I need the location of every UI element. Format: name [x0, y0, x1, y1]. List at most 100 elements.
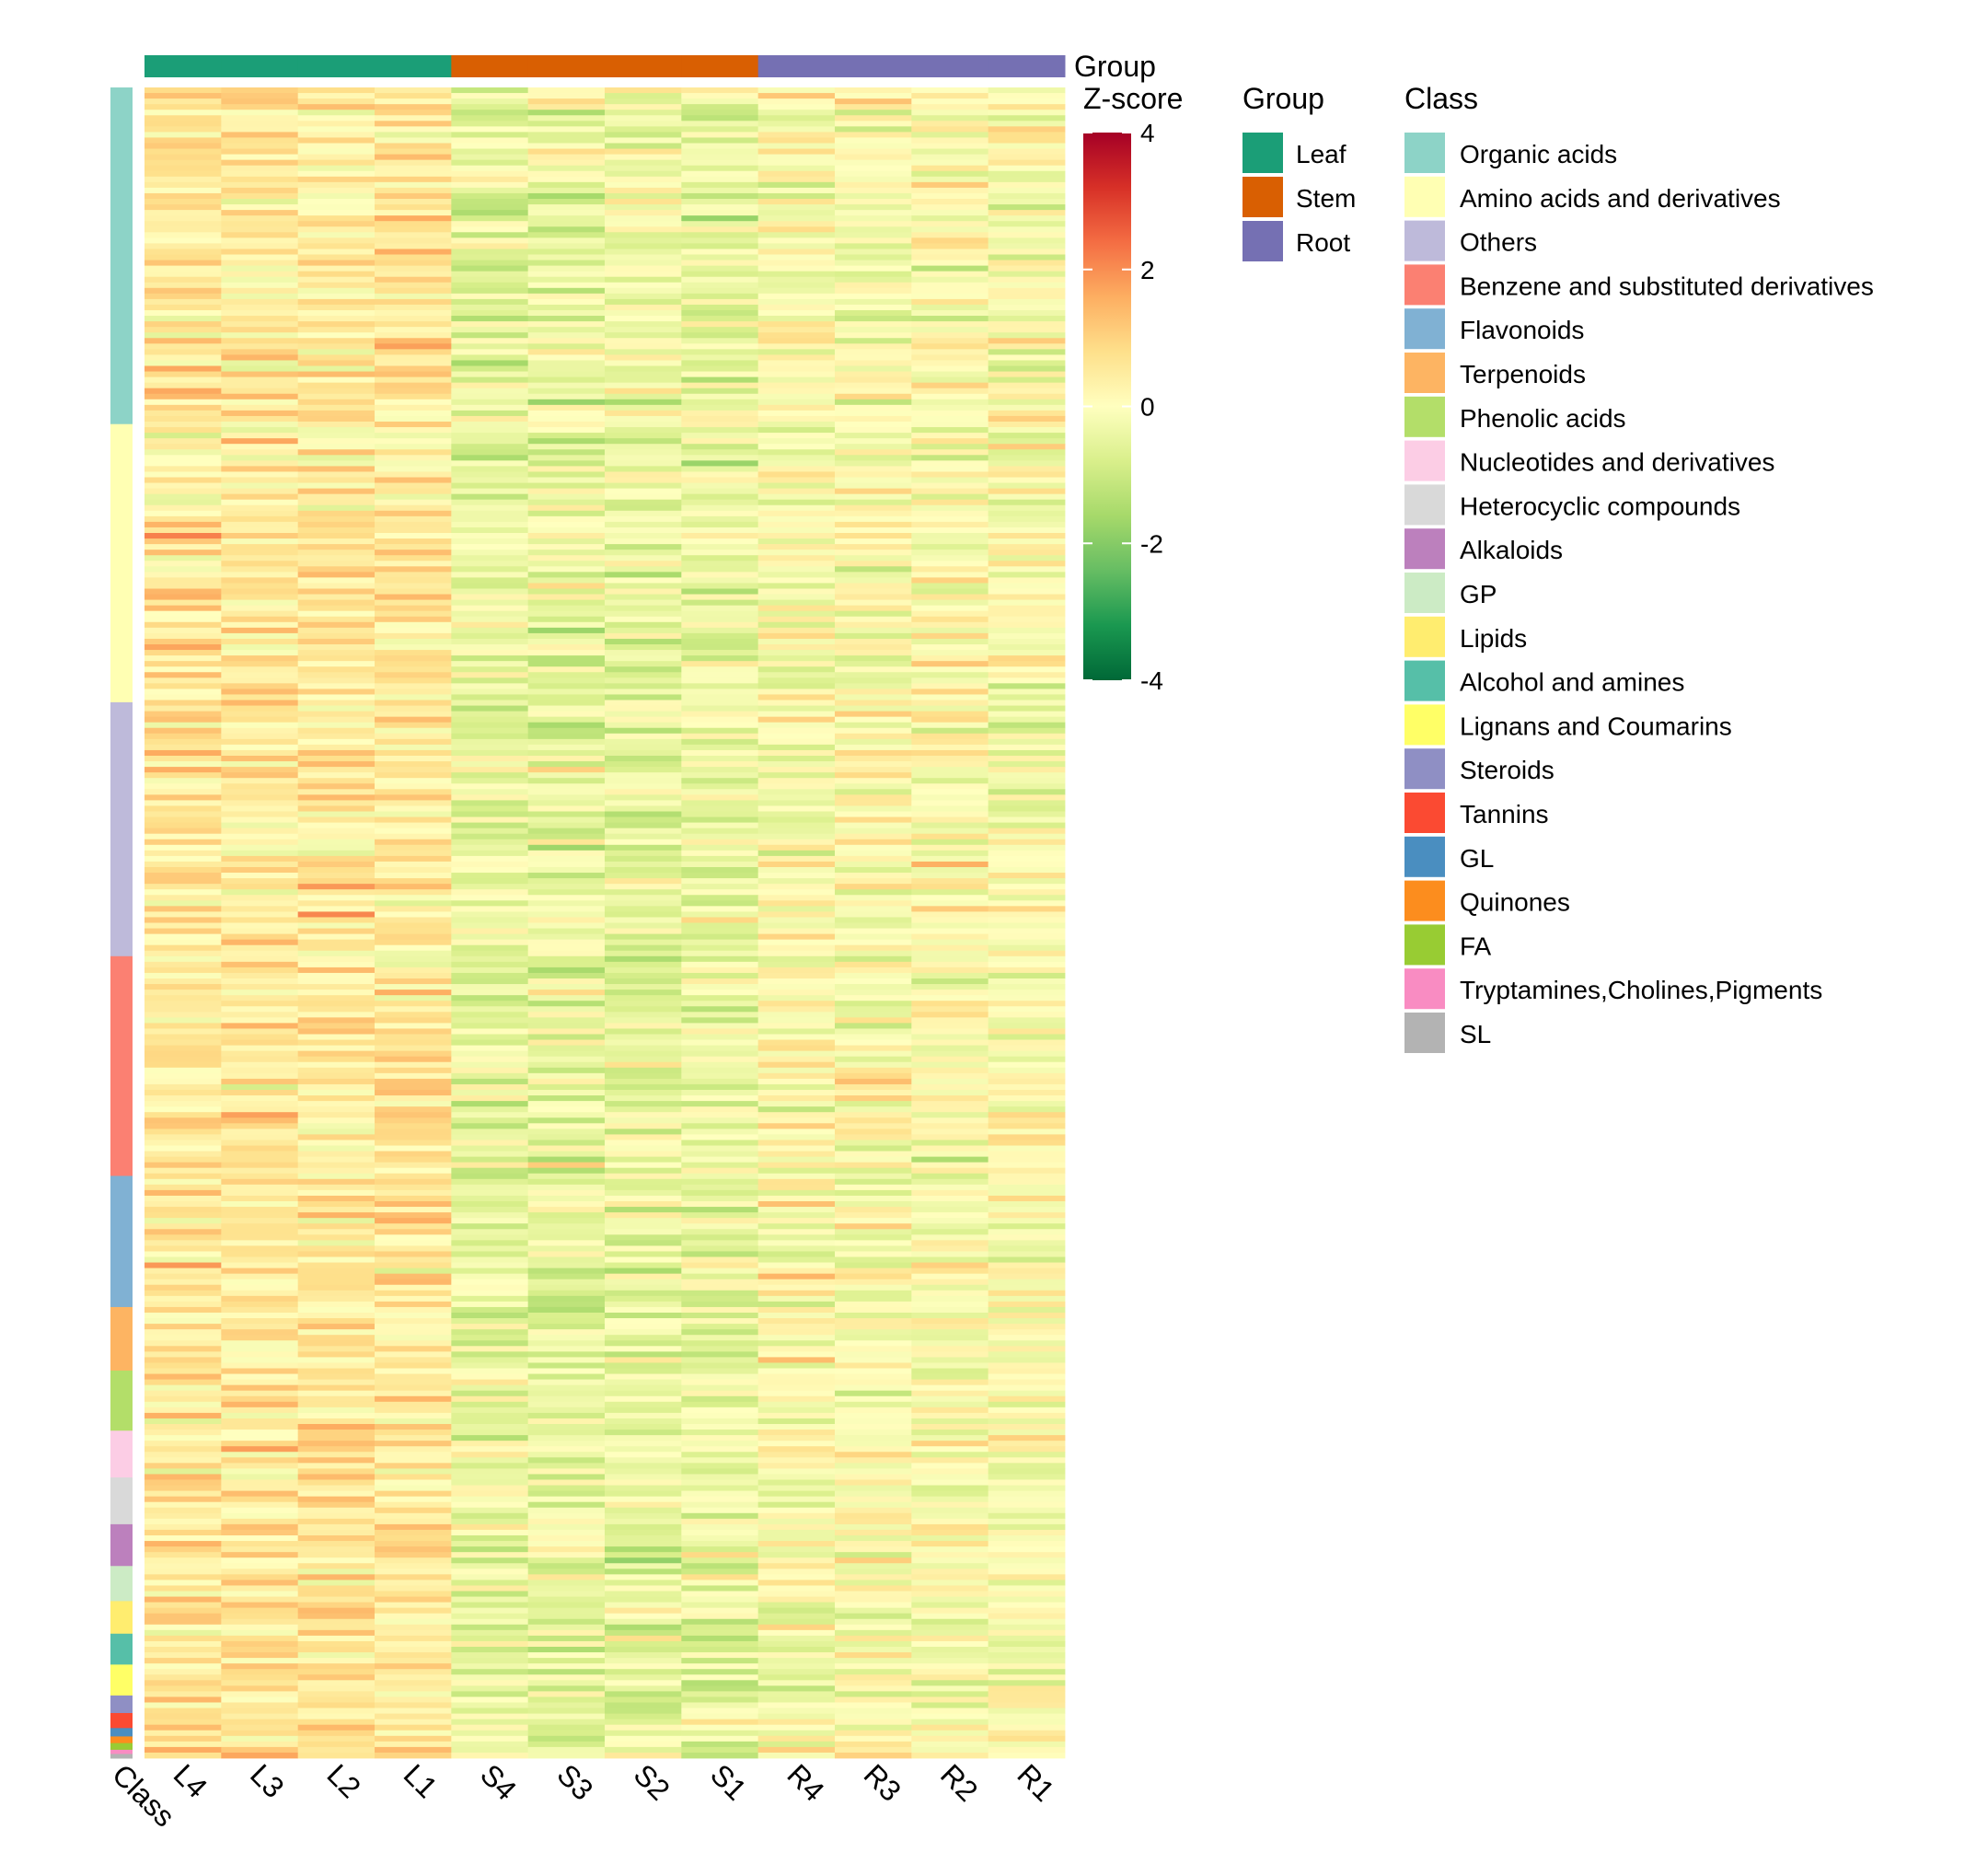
- heatmap-cell: [375, 1696, 452, 1703]
- heatmap-cell: [835, 1629, 912, 1637]
- heatmap-cell: [451, 1512, 529, 1520]
- heatmap-cell: [297, 215, 376, 222]
- heatmap-cell: [988, 154, 1066, 161]
- heatmap-cell: [605, 922, 682, 929]
- heatmap-cell: [605, 1618, 682, 1626]
- heatmap-cell: [527, 438, 606, 445]
- heatmap-cell: [605, 950, 682, 957]
- heatmap-cell: [835, 783, 912, 790]
- heatmap-cell: [221, 1724, 299, 1731]
- heatmap-cell: [527, 922, 606, 929]
- heatmap-cell: [527, 293, 606, 300]
- heatmap-cell: [221, 1106, 299, 1113]
- heatmap-cell: [297, 1106, 376, 1113]
- heatmap-cell: [451, 310, 529, 317]
- heatmap-cell: [297, 1123, 376, 1129]
- heatmap-cell: [221, 683, 299, 689]
- heatmap-cell: [835, 1468, 912, 1475]
- heatmap-cell: [988, 159, 1066, 167]
- heatmap-cell: [451, 1457, 529, 1464]
- heatmap-cell: [835, 761, 912, 768]
- heatmap-cell: [221, 466, 299, 472]
- heatmap-cell: [297, 756, 376, 762]
- heatmap-cell: [835, 805, 912, 812]
- heatmap-cell: [144, 159, 222, 167]
- heatmap-cell: [144, 87, 222, 94]
- heatmap-cell: [681, 510, 759, 517]
- heatmap-cell: [451, 98, 529, 105]
- heatmap-cell: [757, 1178, 836, 1186]
- heatmap-cell: [375, 1335, 452, 1341]
- heatmap-cell: [451, 1346, 529, 1352]
- heatmap-cell: [144, 1106, 222, 1113]
- heatmap-cell: [451, 137, 529, 144]
- heatmap-cell: [221, 555, 299, 562]
- heatmap-cell: [297, 1351, 376, 1358]
- heatmap-cell: [681, 990, 759, 996]
- heatmap-cell: [375, 594, 452, 600]
- heatmap-cell: [375, 995, 452, 1001]
- heatmap-cell: [757, 1313, 836, 1319]
- heatmap-cell: [527, 889, 606, 896]
- heatmap-cell: [375, 393, 452, 400]
- heatmap-cell: [375, 1463, 452, 1469]
- heatmap-cell: [835, 605, 912, 612]
- heatmap-cell: [451, 1112, 529, 1118]
- heatmap-cell: [911, 1713, 989, 1720]
- heatmap-cell: [451, 1134, 529, 1140]
- heatmap-cell: [527, 265, 606, 272]
- heatmap-cell: [221, 1373, 299, 1380]
- heatmap-cell: [451, 900, 529, 907]
- heatmap-cell: [988, 990, 1066, 996]
- heatmap-cell: [835, 1039, 912, 1046]
- heatmap-cell: [835, 833, 912, 840]
- heatmap-cell: [297, 928, 376, 934]
- heatmap-cell: [911, 778, 989, 784]
- heatmap-cell: [297, 1452, 376, 1458]
- heatmap-cell: [297, 232, 376, 238]
- heatmap-cell: [911, 1001, 989, 1007]
- heatmap-cell: [297, 638, 376, 645]
- heatmap-cell: [221, 1162, 299, 1169]
- heatmap-cell: [221, 1262, 299, 1268]
- class-legend-label: Heterocyclic compounds: [1460, 492, 1740, 520]
- heatmap-cell: [681, 1501, 759, 1509]
- heatmap-cell: [297, 844, 376, 851]
- heatmap-cell: [527, 1061, 606, 1069]
- heatmap-cell: [757, 293, 836, 300]
- heatmap-cell: [911, 1523, 989, 1531]
- heatmap-cell: [375, 449, 452, 456]
- heatmap-cell: [605, 995, 682, 1001]
- heatmap-cell: [911, 1362, 989, 1369]
- heatmap-cell: [681, 1301, 759, 1308]
- heatmap-cell: [988, 621, 1066, 629]
- heatmap-cell: [911, 922, 989, 929]
- heatmap-cell: [757, 176, 836, 183]
- heatmap-cell: [221, 1324, 299, 1330]
- heatmap-cell: [681, 972, 759, 979]
- heatmap-cell: [681, 1229, 759, 1235]
- heatmap-cell: [605, 822, 682, 829]
- heatmap-cell: [835, 332, 912, 339]
- heatmap-cell: [988, 816, 1066, 823]
- heatmap-cell: [375, 694, 452, 700]
- heatmap-cell: [144, 1218, 222, 1224]
- heatmap-cell: [911, 800, 989, 806]
- heatmap-cell: [681, 1056, 759, 1063]
- heatmap-cell: [988, 572, 1066, 578]
- class-bar-segment-2: [110, 701, 133, 957]
- heatmap-cell: [375, 204, 452, 211]
- heatmap-cell: [988, 1368, 1066, 1374]
- heatmap-cell: [297, 1050, 376, 1058]
- heatmap-cell: [221, 521, 299, 528]
- heatmap-cell: [221, 1652, 299, 1659]
- heatmap-cell: [757, 1006, 836, 1013]
- heatmap-cell: [988, 1569, 1066, 1575]
- heatmap-cell: [911, 515, 989, 523]
- heatmap-cell: [451, 772, 529, 779]
- heatmap-cell: [451, 1313, 529, 1319]
- heatmap-cell: [144, 137, 222, 144]
- heatmap-cell: [681, 1585, 759, 1592]
- heatmap-cell: [451, 493, 529, 501]
